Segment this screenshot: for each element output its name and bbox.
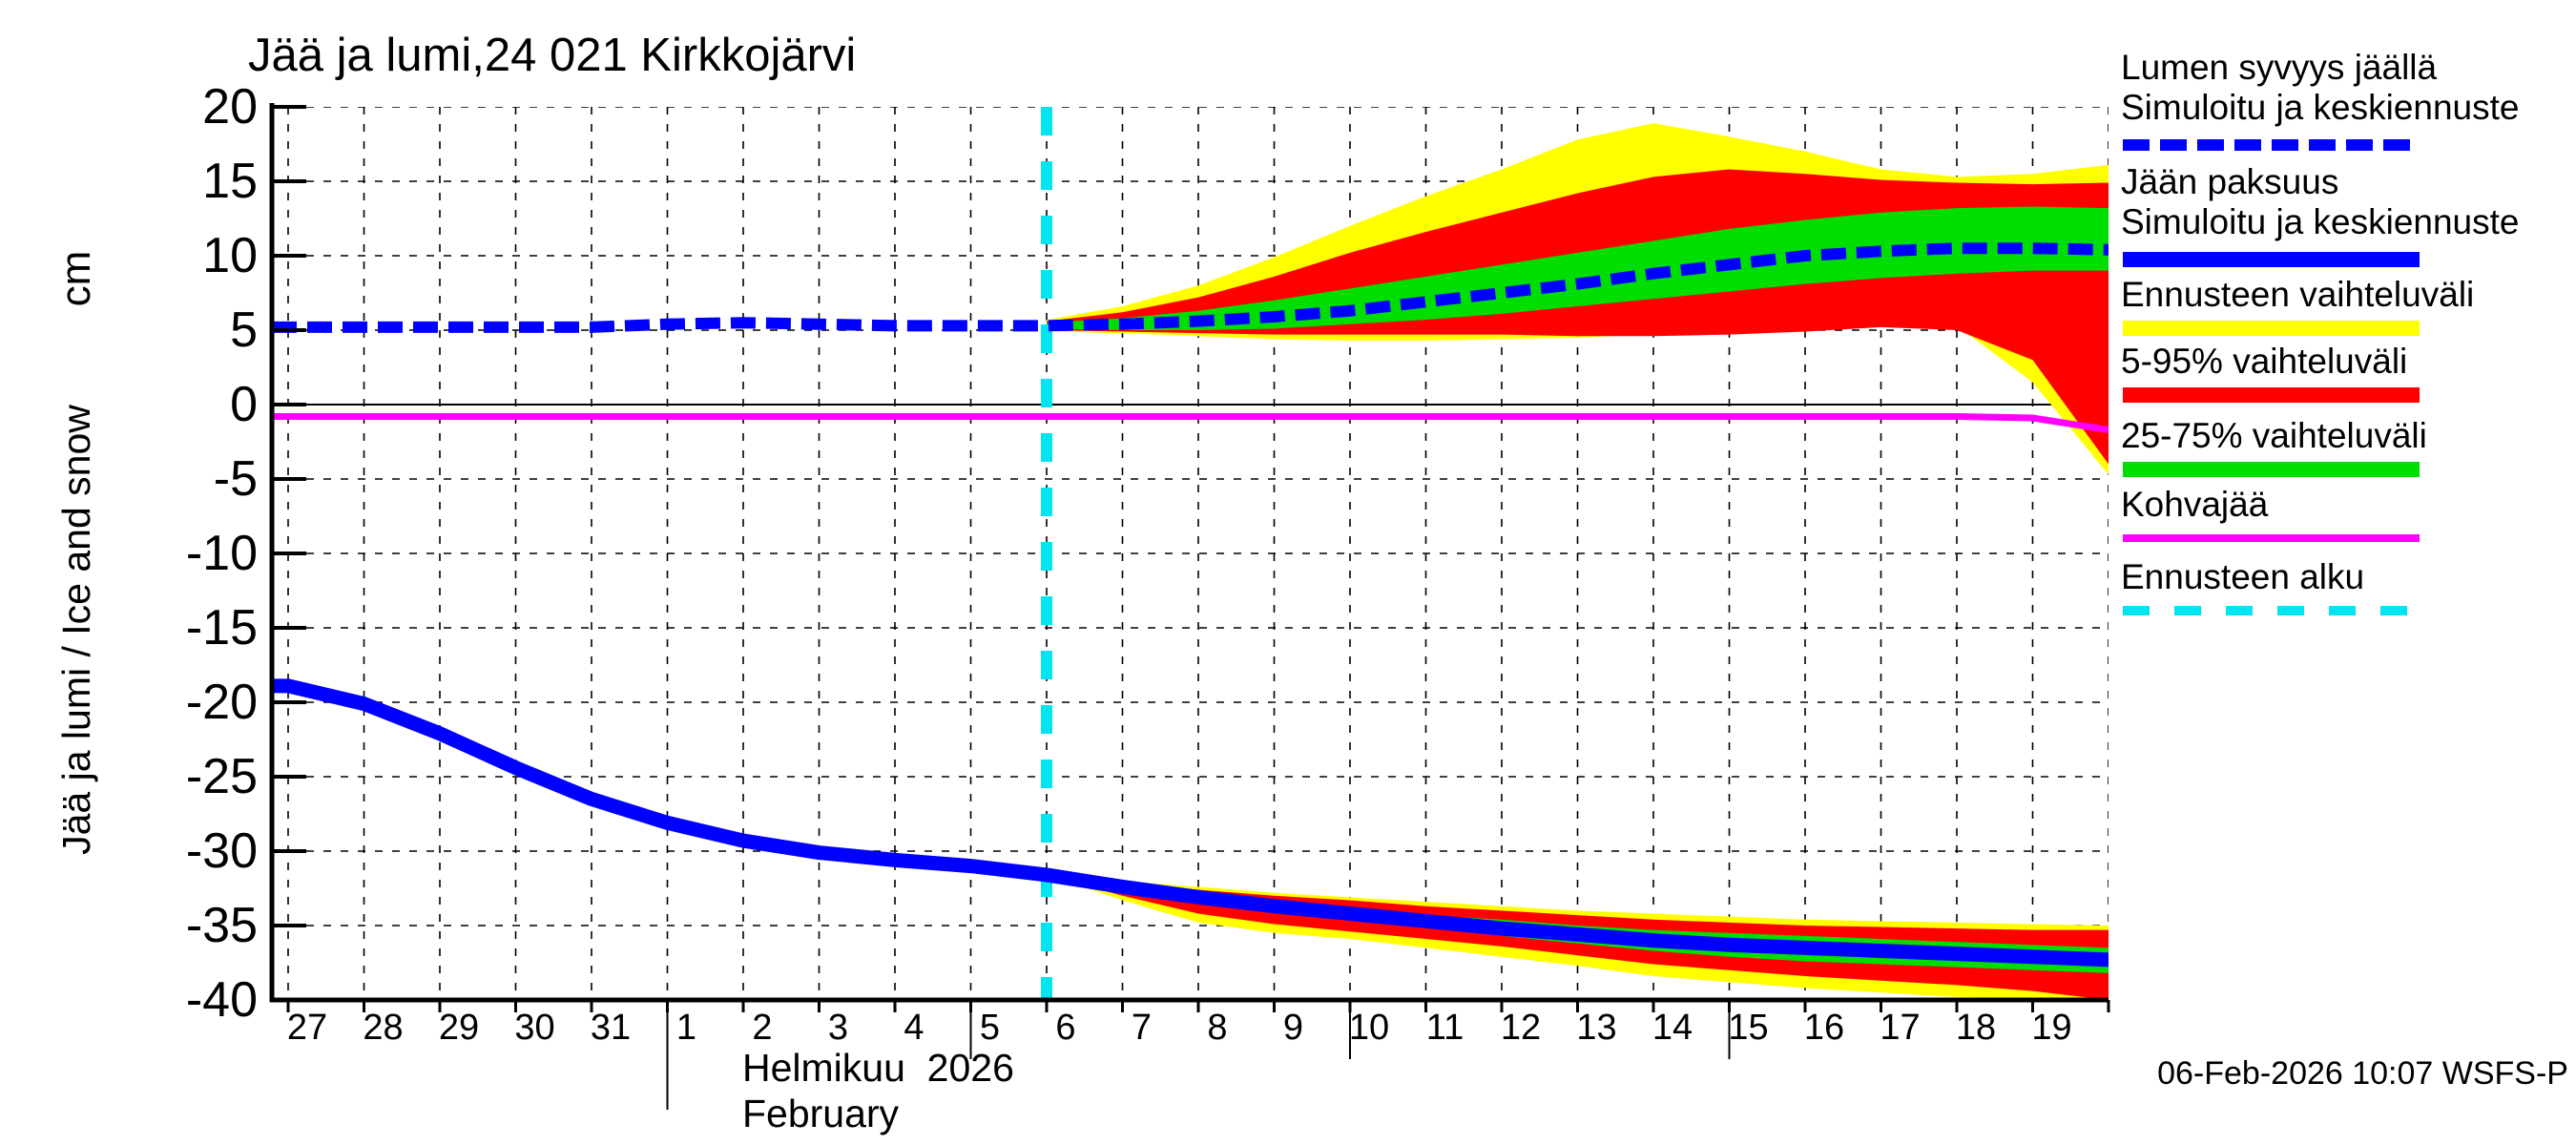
legend-swatch: [2123, 321, 2420, 336]
y-tick-label: -15: [185, 600, 258, 656]
x-tick-label: 8: [1207, 1008, 1228, 1048]
x-tick-label: 29: [438, 1008, 480, 1048]
x-tick-label: 27: [286, 1008, 328, 1048]
y-tick-label: -35: [185, 898, 258, 953]
y-tick-label: -20: [185, 675, 258, 730]
legend-swatch: [2123, 534, 2420, 542]
x-tick-label: 7: [1131, 1008, 1153, 1048]
x-tick-label: 30: [514, 1008, 555, 1048]
y-axis-label: Jää ja lumi / Ice and snow: [54, 405, 98, 855]
x-tick-label: 5: [979, 1008, 1001, 1048]
y-tick-label: 20: [202, 79, 258, 135]
legend-swatch: [2123, 462, 2420, 477]
y-tick-label: 10: [202, 228, 258, 283]
legend-label: Ennusteen vaihteluväli: [2121, 275, 2475, 314]
x-tick-label: 19: [2031, 1008, 2072, 1048]
legend-label: Jään paksuus: [2121, 162, 2339, 201]
x-tick-label: 9: [1282, 1008, 1304, 1048]
x-axis-month-label-fi: Helmikuu 2026: [742, 1046, 1014, 1090]
y-tick-label: 5: [230, 302, 258, 358]
x-tick-label: 12: [1500, 1008, 1542, 1048]
snow-depth-line: [272, 242, 2109, 333]
legend-swatch: [2123, 252, 2420, 267]
legend-swatch: [2123, 606, 2420, 615]
legend-label: 25-75% vaihteluväli: [2121, 416, 2427, 455]
y-tick-label: -10: [185, 526, 258, 581]
y-tick-label: -30: [185, 823, 258, 879]
x-tick-label: 28: [363, 1008, 404, 1048]
legend-label: Lumen syvyys jäällä: [2121, 48, 2438, 87]
legend-label: 5-95% vaihteluväli: [2121, 342, 2408, 381]
x-tick-label: 10: [1348, 1008, 1390, 1048]
legend-sublabel: Simuloitu ja keskiennuste: [2121, 202, 2520, 241]
kohvajaa-line: [272, 412, 2109, 433]
chart-title: Jää ja lumi,24 021 Kirkkojärvi: [248, 30, 857, 81]
x-axis-month-label-en: February: [742, 1092, 900, 1135]
x-tick-label: 4: [904, 1008, 924, 1048]
x-tick-label: 16: [1803, 1008, 1845, 1048]
x-tick-label: 3: [827, 1008, 849, 1048]
y-tick-label: -5: [213, 451, 258, 507]
legend-swatch: [2123, 387, 2420, 403]
x-tick-label: 6: [1055, 1008, 1076, 1048]
legend-sublabel: Simuloitu ja keskiennuste: [2121, 88, 2520, 127]
x-tick-label: 14: [1652, 1008, 1693, 1048]
run-timestamp: 06-Feb-2026 10:07 WSFS-P: [2157, 1055, 2568, 1092]
ice-thickness-line: [272, 678, 2109, 968]
x-tick-label: 2: [752, 1008, 773, 1048]
y-tick-label: -40: [185, 972, 258, 1028]
legend-swatch: [2123, 139, 2420, 151]
x-tick-label: 15: [1728, 1008, 1769, 1048]
legend: Lumen syvyys jäällä Simuloitu ja keskienn…: [2121, 0, 2569, 668]
x-tick-label: 13: [1576, 1008, 1617, 1048]
x-tick-label: 11: [1425, 1008, 1465, 1048]
y-tick-label: 15: [202, 154, 258, 209]
y-tick-label: 0: [230, 377, 258, 432]
x-tick-label: 1: [675, 1008, 697, 1048]
snow-25-75-band: [1047, 206, 2109, 330]
legend-label: Ennusteen alku: [2121, 557, 2365, 596]
x-tick-label: 17: [1880, 1008, 1921, 1048]
x-tick-label: 18: [1955, 1008, 1997, 1048]
y-tick-label: -25: [185, 749, 258, 804]
legend-label: Kohvajää: [2121, 485, 2269, 524]
x-tick-label: 31: [590, 1008, 632, 1048]
